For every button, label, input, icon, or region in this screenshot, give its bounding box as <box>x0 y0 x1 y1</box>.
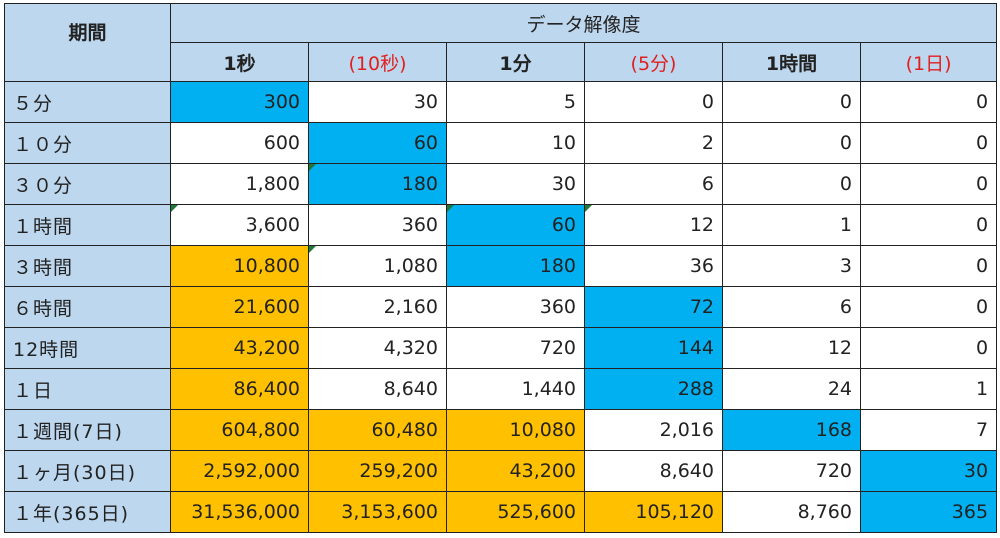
column-header: (1日) <box>859 42 998 82</box>
period-label: １日 <box>4 368 171 410</box>
table-cell: 3 <box>722 245 861 287</box>
table-cell: 3,600 <box>170 204 309 246</box>
table-cell: 5 <box>446 81 585 123</box>
table-cell: 0 <box>859 327 998 369</box>
table-cell: 259,200 <box>308 450 447 492</box>
table-cell: 0 <box>722 163 861 205</box>
resolution-table: 期間 データ解像度 1秒 (10秒) 1分 (5分) 1時間 (1日) ５分 300 30 5 0… <box>4 3 998 533</box>
table-cell: 365 <box>859 491 998 533</box>
column-header: (5分) <box>584 42 723 82</box>
table-cell: 2 <box>584 122 723 164</box>
table-cell: 10,800 <box>170 245 309 287</box>
table-row: １年(365日) 31,536,000 3,153,600 525,600 105,12… <box>4 491 998 533</box>
table-row: ６時間 21,600 2,160 360 72 6 0 <box>4 286 998 328</box>
period-label: ６時間 <box>4 286 171 328</box>
table-row: ３０分 1,800 180 30 6 0 0 <box>4 163 998 205</box>
table-cell: 1 <box>859 368 998 410</box>
period-header: 期間 <box>4 3 171 82</box>
table-cell: 31,536,000 <box>170 491 309 533</box>
table-cell: 1 <box>722 204 861 246</box>
table-cell: 6 <box>722 286 861 328</box>
period-label: ３０分 <box>4 163 171 205</box>
table-cell: 720 <box>722 450 861 492</box>
table-row: ５分 300 30 5 0 0 0 <box>4 81 998 123</box>
table-cell: 8,640 <box>308 368 447 410</box>
table-cell: 6 <box>584 163 723 205</box>
period-label: ３時間 <box>4 245 171 287</box>
resolution-header: データ解像度 <box>169 3 998 43</box>
table-cell: 180 <box>446 245 585 287</box>
table-row: ３時間 10,800 1,080 180 36 3 0 <box>4 245 998 287</box>
table-cell: 0 <box>859 122 998 164</box>
period-label: １ヶ月(30日) <box>4 450 171 492</box>
table-cell: 0 <box>859 81 998 123</box>
table-cell: 0 <box>859 245 998 287</box>
table-cell: 8,760 <box>722 491 861 533</box>
table-cell: 7 <box>859 409 998 451</box>
table-row: １日 86,400 8,640 1,440 288 24 1 <box>4 368 998 410</box>
resolution-columns-row: 1秒 (10秒) 1分 (5分) 1時間 (1日) <box>5 42 998 82</box>
table-cell: 105,120 <box>584 491 723 533</box>
column-header: 1秒 <box>170 42 309 82</box>
table-cell: 36 <box>584 245 723 287</box>
table-row: １週間(7日) 604,800 60,480 10,080 2,016 168 7 <box>4 409 998 451</box>
table-cell: 3,153,600 <box>308 491 447 533</box>
table-row: １ヶ月(30日) 2,592,000 259,200 43,200 8,640 720 30 <box>4 450 998 492</box>
table-cell: 720 <box>446 327 585 369</box>
table-cell: 360 <box>308 204 447 246</box>
table-cell: 4,320 <box>308 327 447 369</box>
period-label: １年(365日) <box>4 491 171 533</box>
table-cell: 168 <box>722 409 861 451</box>
period-label: １週間(7日) <box>4 409 171 451</box>
table-cell: 12 <box>584 204 723 246</box>
table-cell: 86,400 <box>170 368 309 410</box>
table-cell: 60 <box>308 122 447 164</box>
table-cell: 43,200 <box>170 327 309 369</box>
column-header: (10秒) <box>308 42 447 82</box>
table-cell: 0 <box>859 286 998 328</box>
column-header: 1時間 <box>722 42 861 82</box>
table-cell: 0 <box>859 163 998 205</box>
table-cell: 21,600 <box>170 286 309 328</box>
table-cell: 8,640 <box>584 450 723 492</box>
table-cell: 24 <box>722 368 861 410</box>
table-cell: 2,160 <box>308 286 447 328</box>
table-cell: 10 <box>446 122 585 164</box>
table-cell: 604,800 <box>170 409 309 451</box>
table-cell: 180 <box>308 163 447 205</box>
table-cell: 2,592,000 <box>170 450 309 492</box>
table-cell: 30 <box>859 450 998 492</box>
table-cell: 0 <box>584 81 723 123</box>
table-cell: 1,800 <box>170 163 309 205</box>
table-cell: 30 <box>446 163 585 205</box>
table-cell: 43,200 <box>446 450 585 492</box>
table-cell: 60,480 <box>308 409 447 451</box>
table-cell: 600 <box>170 122 309 164</box>
table-row: 12時間 43,200 4,320 720 144 12 0 <box>4 327 998 369</box>
table-cell: 0 <box>859 204 998 246</box>
table-cell: 30 <box>308 81 447 123</box>
table-cell: 0 <box>722 81 861 123</box>
table-row: １０分 600 60 10 2 0 0 <box>4 122 998 164</box>
period-label: １時間 <box>4 204 171 246</box>
table-cell: 2,016 <box>584 409 723 451</box>
table-cell: 10,080 <box>446 409 585 451</box>
table-cell: 525,600 <box>446 491 585 533</box>
table-cell: 300 <box>170 81 309 123</box>
table-cell: 1,440 <box>446 368 585 410</box>
table-row: １時間 3,600 360 60 12 1 0 <box>4 204 998 246</box>
table-cell: 360 <box>446 286 585 328</box>
table-cell: 0 <box>722 122 861 164</box>
table-cell: 288 <box>584 368 723 410</box>
table-cell: 60 <box>446 204 585 246</box>
period-label: ５分 <box>4 81 171 123</box>
table-cell: 72 <box>584 286 723 328</box>
period-label: １０分 <box>4 122 171 164</box>
table-cell: 12 <box>722 327 861 369</box>
period-label: 12時間 <box>4 327 171 369</box>
table-cell: 1,080 <box>308 245 447 287</box>
table-cell: 144 <box>584 327 723 369</box>
column-header: 1分 <box>446 42 585 82</box>
